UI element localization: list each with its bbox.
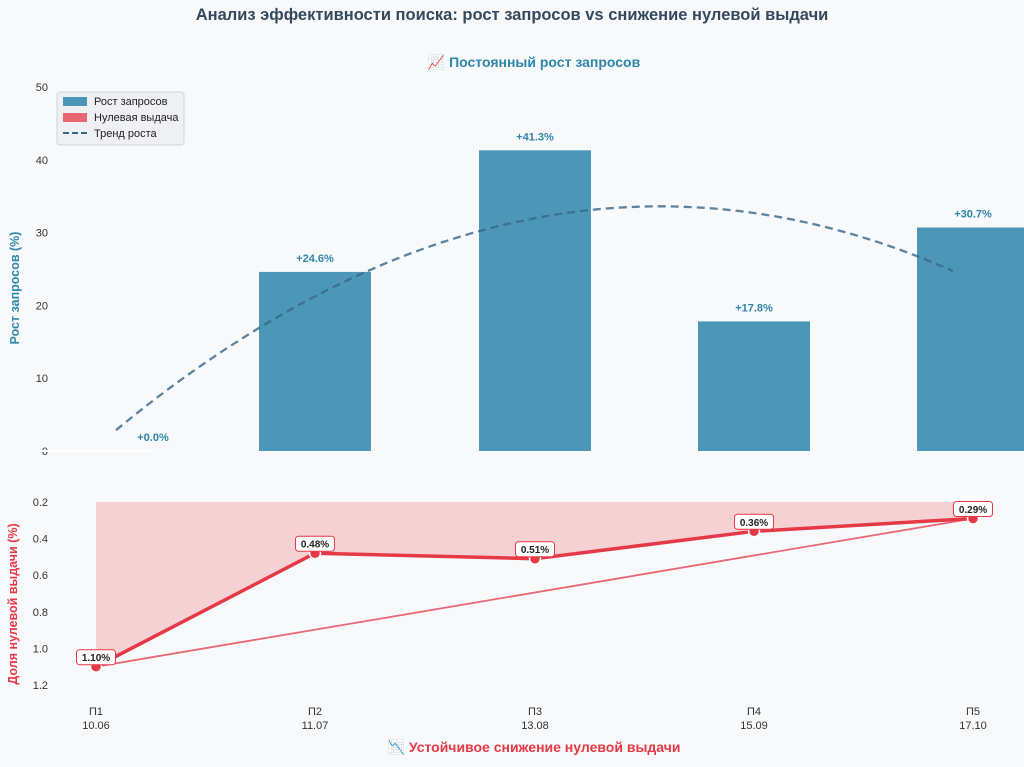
top-y-tick-label: 20 xyxy=(36,300,48,312)
bottom-line-chart: 0.2 0.4 0.6 0.8 1.0 1.2 1.10% 0.48% 0.51% 0.36% 0.… xyxy=(33,497,993,732)
top-subtitle: 📈 Постоянный рост запросов xyxy=(428,54,641,71)
top-y-tick-label: 30 xyxy=(36,228,48,240)
point-value-label: 0.29% xyxy=(959,505,987,516)
bottom-y-tick-label: 1.2 xyxy=(33,680,48,692)
x-tick-date: 15.09 xyxy=(740,720,768,732)
bar-value-label: +24.6% xyxy=(296,253,334,265)
bottom-y-tick-label: 1.0 xyxy=(33,643,48,655)
top-y-tick-label: 10 xyxy=(36,373,48,385)
bottom-x-axis-label: 📉 Устойчивое снижение нулевой выдачи xyxy=(388,739,681,756)
point-value-label: 0.48% xyxy=(301,540,329,551)
bar xyxy=(479,150,591,451)
x-tick-period: П3 xyxy=(528,706,542,718)
point-label-box xyxy=(295,535,335,552)
point-label-box xyxy=(515,541,555,558)
bar xyxy=(698,321,810,451)
x-tick-date: 13.08 xyxy=(521,720,549,732)
x-tick-date: 11.07 xyxy=(302,720,329,732)
x-tick-period: П5 xyxy=(966,706,980,718)
bottom-y-tick-label: 0.8 xyxy=(33,607,48,619)
bar xyxy=(917,227,1024,451)
point-label-box xyxy=(953,500,993,517)
x-tick-date: 17.10 xyxy=(959,720,987,732)
x-tick-period: П4 xyxy=(747,706,761,718)
legend-swatch-zero xyxy=(63,113,87,122)
point-value-label: 0.51% xyxy=(521,545,549,556)
bottom-y-tick-label: 0.6 xyxy=(33,570,48,582)
bar-value-label: +0.0% xyxy=(137,432,169,444)
bottom-y-axis-label: Доля нулевой выдачи (%) xyxy=(6,523,20,684)
legend-label-trend: Тренд роста xyxy=(94,128,158,140)
legend-box xyxy=(56,91,185,146)
bottom-y-tick-label: 0.4 xyxy=(33,534,48,546)
bar-value-label: +41.3% xyxy=(516,131,554,143)
x-tick-date: 10.06 xyxy=(82,720,110,732)
legend: Рост запросов Нулевая выдача Тренд роста xyxy=(56,91,185,146)
legend-label-zero: Нулевая выдача xyxy=(94,112,179,124)
point-value-label: 0.36% xyxy=(740,518,768,529)
legend-label-bar: Рост запросов xyxy=(94,96,168,108)
point-label-box xyxy=(734,513,774,530)
point-value-label: 1.10% xyxy=(82,653,110,664)
bar-value-label: +17.8% xyxy=(735,302,773,314)
chart-title: Анализ эффективности поиска: рост запрос… xyxy=(196,6,829,24)
overall-trend-line xyxy=(95,517,974,668)
bar-value-label: +30.7% xyxy=(954,209,992,221)
point-label-box xyxy=(76,649,116,666)
top-y-tick-label: 40 xyxy=(36,155,48,167)
x-tick-period: П1 xyxy=(89,706,103,718)
legend-swatch-bar xyxy=(63,97,87,106)
x-tick-period: П2 xyxy=(308,706,322,718)
bar xyxy=(259,271,371,451)
top-bar-chart: 01020304050+0.0%+24.6%+41.3%+17.8%+30.7% xyxy=(36,82,1024,458)
bottom-y-tick-label: 0.2 xyxy=(33,497,48,509)
top-y-tick-label: 50 xyxy=(36,82,48,94)
top-y-axis-label: Рост запросов (%) xyxy=(8,232,22,345)
trend-line xyxy=(115,205,954,431)
